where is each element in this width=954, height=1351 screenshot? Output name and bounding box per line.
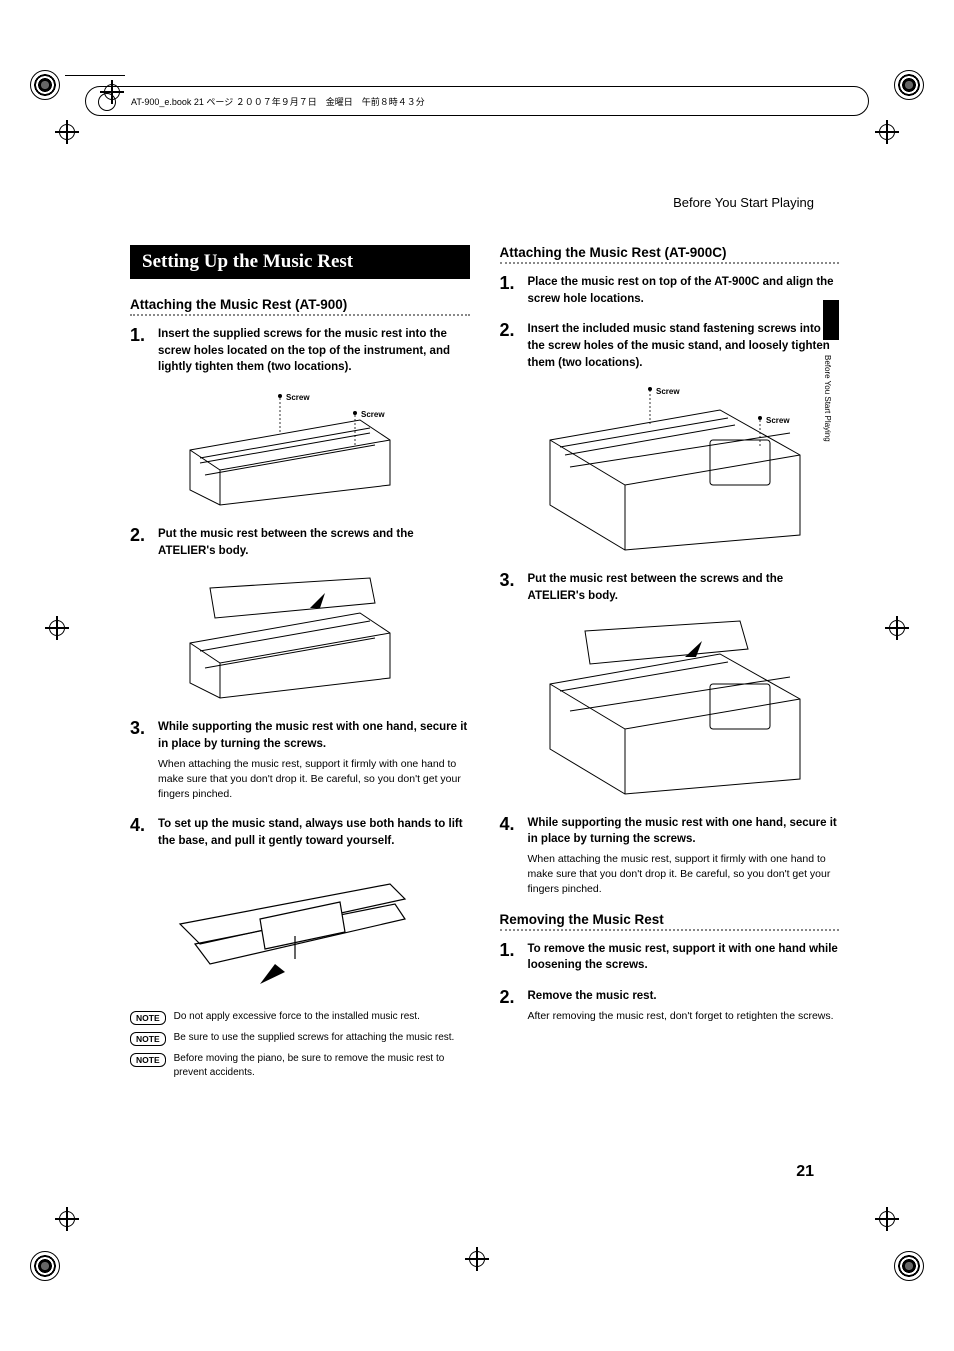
step-text: Insert the included music stand fastenin… [528,321,840,371]
step-number: 4. [500,815,528,898]
registration-mark [465,1247,489,1271]
registration-mark [55,1207,79,1231]
screw-label: Screw [361,410,385,419]
step-number: 2. [130,526,158,559]
step-item: 2. Insert the included music stand faste… [500,321,840,371]
subsection-title: Attaching the Music Rest (AT-900) [130,297,470,312]
note-badge: NOTE [130,1032,166,1046]
svg-text:Screw: Screw [766,416,790,425]
note-row: NOTE Be sure to use the supplied screws … [130,1031,470,1046]
step-item: 1. To remove the music rest, support it … [500,941,840,974]
note-text: Before moving the piano, be sure to remo… [174,1052,470,1080]
step-body: When attaching the music rest, support i… [528,852,840,898]
illustration-at900c-rest [530,619,830,799]
subsection-title: Removing the Music Rest [500,912,840,927]
step-item: 2. Remove the music rest. After removing… [500,988,840,1024]
step-number: 3. [500,571,528,604]
note-row: NOTE Before moving the piano, be sure to… [130,1052,470,1080]
step-text: Place the music rest on top of the AT-90… [528,274,840,307]
step-item: 4. While supporting the music rest with … [500,815,840,898]
step-number: 3. [130,719,158,802]
step-item: 4. To set up the music stand, always use… [130,816,470,849]
note-row: NOTE Do not apply excessive force to the… [130,1010,470,1025]
section-title: Setting Up the Music Rest [130,245,470,279]
step-text: While supporting the music rest with one… [158,719,470,752]
crop-mark-bl [30,1221,100,1291]
step-text: Remove the music rest. [528,988,834,1005]
step-text: Put the music rest between the screws an… [528,571,840,604]
step-text: Put the music rest between the screws an… [158,526,470,559]
step-text: To remove the music rest, support it wit… [528,941,840,974]
step-number: 4. [130,816,158,849]
page-number: 21 [796,1163,814,1181]
step-item: 1. Place the music rest on top of the AT… [500,274,840,307]
step-body: When attaching the music rest, support i… [158,757,470,803]
subsection-title: Attaching the Music Rest (AT-900C) [500,245,840,260]
step-text: To set up the music stand, always use bo… [158,816,470,849]
note-badge: NOTE [130,1053,166,1067]
screw-label: Screw [286,393,310,402]
note-text: Be sure to use the supplied screws for a… [174,1031,455,1045]
print-header-bar: AT-900_e.book 21 ページ ２００７年９月７日 金曜日 午前８時４… [85,86,869,116]
note-badge: NOTE [130,1011,166,1025]
print-header-text: AT-900_e.book 21 ページ ２００７年９月７日 金曜日 午前８時４… [131,95,425,108]
illustration-at900c-screws: Screw Screw [530,385,830,555]
illustration-at900-screws: Screw Screw [160,390,420,510]
dotted-rule [500,929,840,931]
step-item: 1. Insert the supplied screws for the mu… [130,326,470,376]
step-number: 2. [500,988,528,1024]
page-content: Setting Up the Music Rest Attaching the … [130,190,839,1191]
note-text: Do not apply excessive force to the inst… [174,1010,420,1024]
svg-text:Screw: Screw [656,387,680,396]
registration-mark [875,120,899,144]
step-number: 1. [500,941,528,974]
dotted-rule [500,262,840,264]
illustration-at900-rest [160,573,420,703]
step-item: 2. Put the music rest between the screws… [130,526,470,559]
step-number: 1. [500,274,528,307]
registration-mark [55,120,79,144]
step-number: 1. [130,326,158,376]
step-text: Insert the supplied screws for the music… [158,326,470,376]
crop-mark-br [854,1221,924,1291]
step-item: 3. Put the music rest between the screws… [500,571,840,604]
dotted-rule [130,314,470,316]
step-number: 2. [500,321,528,371]
step-text: While supporting the music rest with one… [528,815,840,848]
registration-mark [885,616,909,640]
registration-mark [45,616,69,640]
right-column: Attaching the Music Rest (AT-900C) 1. Pl… [500,190,840,1191]
step-item: 3. While supporting the music rest with … [130,719,470,802]
left-column: Setting Up the Music Rest Attaching the … [130,190,470,1191]
registration-mark [875,1207,899,1231]
step-body: After removing the music rest, don't for… [528,1009,834,1024]
illustration-music-stand [160,864,420,994]
